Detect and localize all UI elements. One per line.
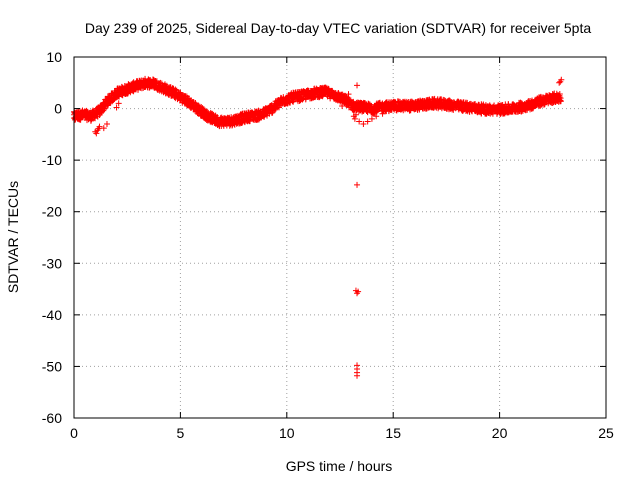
data-series [71,75,565,379]
data-point [356,118,363,125]
y-tick-label: -10 [42,152,62,168]
plot-frame [73,56,607,419]
grid [74,57,606,418]
x-axis-label: GPS time / hours [286,458,393,474]
data-point [96,123,103,130]
data-point [343,100,350,107]
x-tick-label: 20 [492,425,508,441]
data-point [113,104,120,111]
data-point [103,121,110,128]
x-tick-label: 10 [279,425,295,441]
data-point [339,102,346,109]
data-point [557,78,564,85]
data-point [93,130,100,137]
x-tick-label: 15 [385,425,401,441]
data-point [556,90,563,97]
y-tick-label: -60 [42,410,62,426]
y-tick-label: -20 [42,204,62,220]
data-point [354,372,361,379]
data-point [352,111,359,118]
data-point [75,114,82,121]
data-point [209,110,216,117]
data-point [349,105,356,112]
data-point [72,116,79,123]
data-point [364,118,371,125]
y-tick-label: -30 [42,255,62,271]
data-point [115,100,122,107]
x-tick-label: 0 [70,425,78,441]
y-tick-label: 10 [46,49,62,65]
data-point [195,102,202,109]
y-tick-label: 0 [54,101,62,117]
data-point [342,92,349,99]
data-point [385,108,392,115]
data-point [360,121,367,128]
data-point [379,110,386,117]
x-tick-label: 25 [598,425,614,441]
x-tick-label: 5 [177,425,185,441]
data-point [351,115,358,122]
y-tick-label: -40 [42,307,62,323]
y-tick-label: -50 [42,358,62,374]
y-axis-label: SDTVAR / TECUs [5,181,21,293]
data-point [368,115,375,122]
data-point [373,113,380,120]
data-point [345,91,352,98]
data-point [557,95,564,102]
axis-ticks: 0 5 10 15 20 25 -60 -50 -40 -30 -20 -10 0 10 [42,49,614,441]
data-point [100,125,107,132]
chart-title: Day 239 of 2025, Sidereal Day-to-day VTE… [85,20,592,36]
data-point [355,288,362,295]
data-point [556,79,563,86]
data-point [354,82,361,89]
data-point [354,181,361,188]
